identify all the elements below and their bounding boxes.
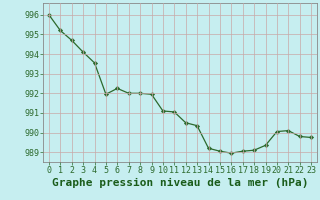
X-axis label: Graphe pression niveau de la mer (hPa): Graphe pression niveau de la mer (hPa): [52, 178, 308, 188]
